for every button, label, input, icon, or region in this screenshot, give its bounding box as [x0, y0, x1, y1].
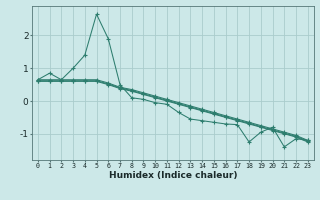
X-axis label: Humidex (Indice chaleur): Humidex (Indice chaleur)	[108, 171, 237, 180]
